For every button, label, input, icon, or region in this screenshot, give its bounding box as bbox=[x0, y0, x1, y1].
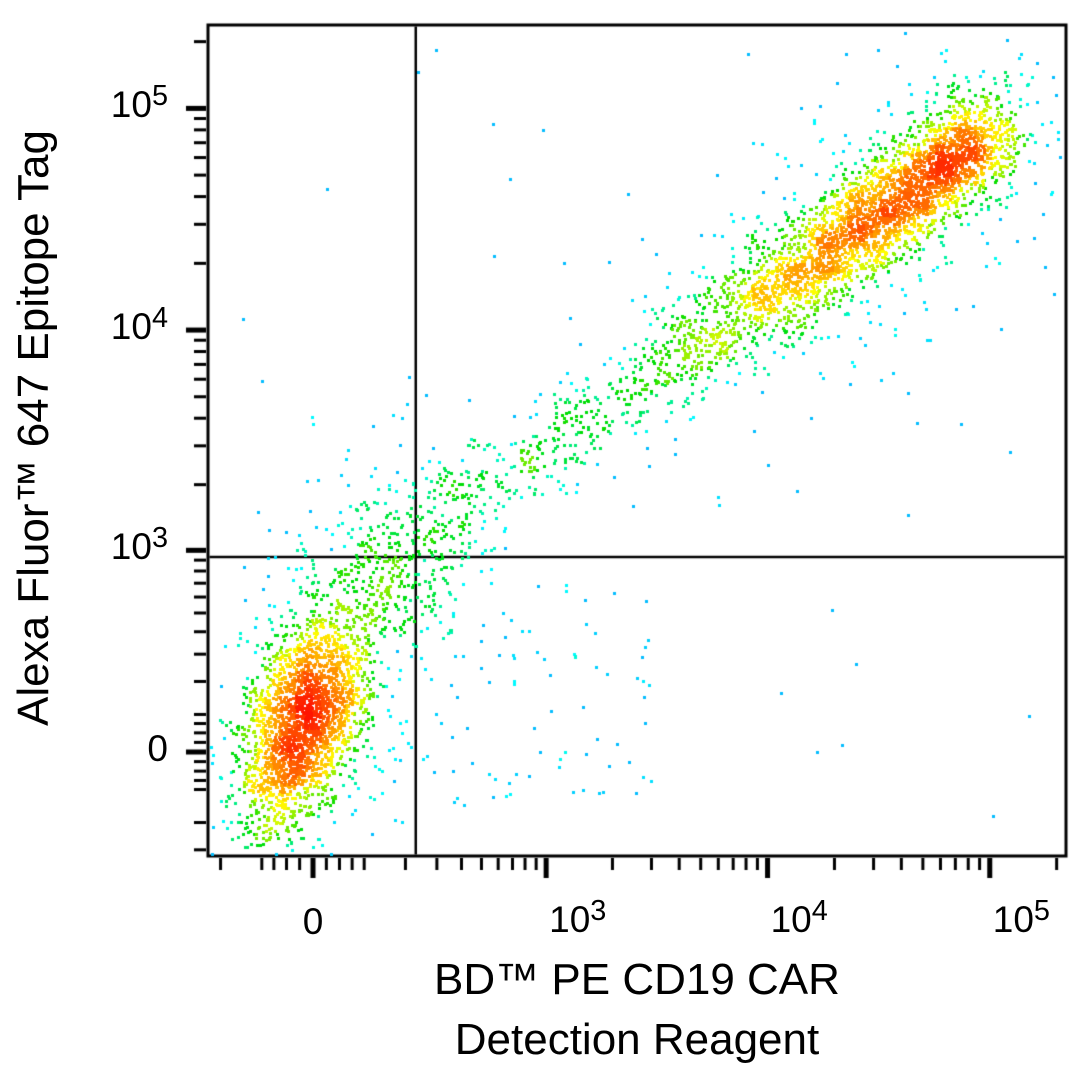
x-tick-label: 105 bbox=[992, 894, 1050, 940]
x-axis-title-line-2: Detection Reagent bbox=[454, 1015, 820, 1064]
x-axis-title-line-1: BD™ PE CD19 CAR bbox=[434, 955, 840, 1004]
x-tick-label: 103 bbox=[549, 894, 607, 940]
y-tick-label: 0 bbox=[147, 728, 168, 769]
y-tick-label: 104 bbox=[110, 301, 168, 348]
y-tick-label: 103 bbox=[110, 522, 168, 568]
x-tick-label: 104 bbox=[770, 894, 828, 940]
x-axis-title: BD™ PE CD19 CAR Detection Reagent bbox=[208, 950, 1066, 1070]
y-tick-label: 105 bbox=[110, 80, 168, 126]
x-tick-label: 0 bbox=[302, 901, 324, 942]
y-axis-title: Alexa Fluor™ 647 Epitope Tag bbox=[9, 130, 58, 726]
